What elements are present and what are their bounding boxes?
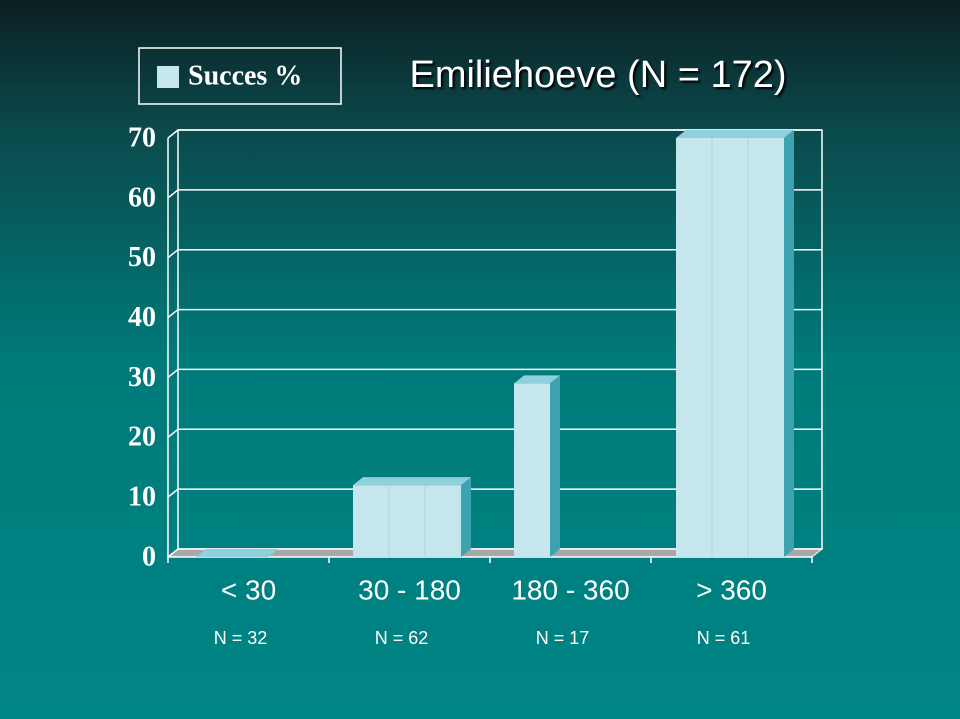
y-tick-label: 50	[128, 242, 156, 273]
grid-line	[167, 189, 822, 199]
bar-front	[514, 383, 550, 557]
x-tick-label: > 360	[696, 574, 767, 605]
grid-line	[167, 428, 822, 438]
y-tick-label: 60	[128, 182, 156, 213]
x-tick-label: < 30	[221, 574, 276, 605]
bar-front	[353, 485, 461, 557]
y-tick-label: 70	[128, 122, 156, 153]
annotation: N = 61	[697, 628, 751, 648]
grid-line	[167, 368, 822, 379]
grid-line	[167, 129, 822, 139]
y-tick-label: 10	[128, 482, 156, 513]
y-tick-label: 30	[128, 362, 156, 393]
annotation: N = 62	[375, 628, 429, 648]
bar	[514, 375, 560, 557]
grid-line	[167, 308, 822, 319]
legend-swatch	[157, 66, 179, 88]
bar-top	[514, 375, 560, 384]
legend-label: Succes %	[188, 60, 302, 91]
bar-top	[353, 477, 471, 486]
y-tick-label: 20	[128, 422, 156, 453]
bar-front	[676, 138, 784, 557]
bar	[676, 130, 794, 557]
y-tick-label: 0	[142, 541, 156, 572]
x-tick-label: 180 - 360	[511, 574, 629, 605]
bar-top	[676, 130, 794, 138]
annotation: N = 32	[214, 628, 268, 648]
bar-top	[196, 549, 278, 557]
chart-title: Emiliehoeve (N = 172)	[409, 54, 786, 96]
bar-side	[461, 477, 471, 557]
legend-box	[138, 47, 342, 105]
bar	[196, 549, 278, 557]
x-tick-label: 30 - 180	[358, 574, 461, 605]
y-tick-label: 40	[128, 302, 156, 333]
grid-line	[167, 488, 822, 498]
bar-side	[550, 375, 560, 557]
bar	[353, 477, 471, 557]
grid-line	[167, 548, 822, 558]
annotation: N = 17	[536, 628, 590, 648]
bar-side	[784, 130, 794, 557]
grid-line	[167, 248, 822, 259]
